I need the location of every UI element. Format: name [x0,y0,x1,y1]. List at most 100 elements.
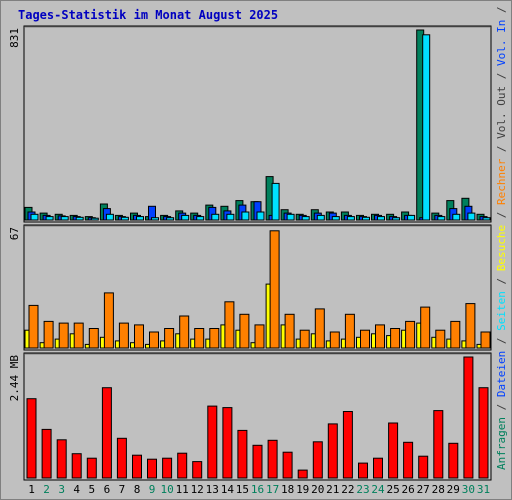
panel-2: 67 [8,224,492,351]
bar-rechner-day-27 [420,306,431,349]
bar-rechner-day-31 [480,331,491,349]
bar-rechner-day-9 [149,331,159,349]
bar-seiten-day-10 [166,217,175,221]
bar-volumen-day-21 [327,423,338,479]
bar-volumen-day-10 [162,457,173,479]
legend-part-1: / [495,397,508,417]
bar-volumen-day-22 [342,411,353,479]
legend-part-11: / [495,66,508,86]
day-label-4: 4 [73,483,80,496]
bar-volumen-day-5 [86,457,97,479]
chart-panels: 831 67 2.44 MB [8,25,492,481]
day-label-19: 19 [296,483,309,496]
bar-rechner-day-7 [118,322,129,349]
day-label-2: 2 [43,483,50,496]
day-label-31: 31 [477,483,490,496]
series-rechner [28,230,491,349]
bar-rechner-day-13 [209,328,220,349]
bar-volumen-day-28 [433,410,444,479]
bar-volumen-day-12 [192,461,203,479]
bar-seiten-day-15 [241,211,250,221]
bar-seiten-day-20 [316,214,325,221]
bar-volumen-day-6 [101,387,112,479]
day-label-27: 27 [417,483,430,496]
panel-box [23,25,492,223]
bar-rechner-day-11 [179,315,190,349]
bar-rechner-day-23 [360,329,370,349]
bar-rechner-day-24 [375,324,385,349]
panel-scale-label: 2.44 MB [8,355,21,402]
bar-volumen-day-9 [147,458,157,479]
bar-seiten-day-27 [422,34,431,221]
bar-volumen-day-7 [116,437,127,479]
bar-seiten-day-28 [437,216,446,221]
bar-rechner-day-21 [329,331,340,349]
bar-rechner-day-2 [43,320,54,349]
bar-seiten-day-21 [331,216,340,221]
bar-rechner-day-29 [450,320,461,349]
bar-rechner-day-20 [314,308,325,349]
bar-volumen-day-13 [207,405,218,479]
bar-seiten-day-1 [30,213,39,221]
bar-volumen-day-15 [237,429,248,479]
day-labels: 1 2 3 4 5 6 7 8 9 10 11 12 13 14 15 16 17 18 19 20 21 22 23 24 2… [28,483,490,496]
bar-seiten-day-22 [346,216,355,221]
bar-volumen-day-30 [463,356,474,479]
day-label-21: 21 [326,483,339,496]
bar-rechner-day-14 [224,301,235,349]
bar-seiten-day-16 [256,211,265,221]
day-label-13: 13 [206,483,219,496]
bar-seiten-day-26 [407,214,416,221]
legend-part-0: Anfragen [495,417,508,470]
legend-part-10: Vol. Out [495,86,508,139]
bar-rechner-day-28 [435,329,446,349]
bar-rechner-day-3 [58,322,69,349]
legend-part-3: / [495,331,508,351]
panel-1: 831 [8,25,492,223]
bar-rechner-day-4 [73,322,84,349]
bar-volumen-day-3 [56,439,67,479]
bar-seiten-day-7 [120,216,129,221]
legend-part-8: Rechner [495,158,508,205]
bar-seiten-day-13 [211,213,220,221]
bar-seiten-day-31 [482,217,491,221]
day-label-16: 16 [251,483,264,496]
series-volumen [26,356,489,479]
legend-part-13: / [495,0,508,20]
bar-seiten-day-18 [286,213,295,221]
bar-seiten-day-3 [60,216,69,221]
day-label-17: 17 [266,483,279,496]
bar-volumen-day-23 [358,462,368,479]
series-seiten [30,34,491,221]
bar-volumen-day-2 [41,428,52,479]
day-label-26: 26 [401,483,414,496]
bar-volumen-day-18 [282,451,293,479]
bar-rechner-day-17 [269,230,280,349]
chart-title: Tages-Statistik im Monat August 2025 [18,8,278,22]
bar-seiten-day-30 [467,212,476,221]
bar-rechner-day-19 [299,329,310,349]
bar-rechner-day-12 [194,328,205,349]
series-legend: Anfragen / Dateien / Seiten / Besuche / … [495,0,508,470]
legend-part-2: Dateien [495,351,508,397]
day-label-25: 25 [386,483,399,496]
bar-volumen-day-27 [418,455,429,479]
day-label-30: 30 [462,483,475,496]
bar-volumen-day-25 [388,422,399,479]
bar-seiten-day-4 [75,216,84,221]
day-label-20: 20 [311,483,324,496]
bar-volumen-day-29 [448,442,459,479]
bar-seiten-day-24 [377,216,385,221]
day-label-8: 8 [134,483,141,496]
bar-seiten-day-6 [105,213,114,221]
day-label-28: 28 [432,483,445,496]
day-label-18: 18 [281,483,294,496]
panel-scale-label: 67 [8,227,21,240]
bar-seiten-day-8 [136,216,144,221]
bar-volumen-day-17 [267,439,278,479]
bar-volumen-day-11 [177,452,188,479]
day-label-23: 23 [356,483,369,496]
day-label-29: 29 [447,483,460,496]
day-label-1: 1 [28,483,35,496]
